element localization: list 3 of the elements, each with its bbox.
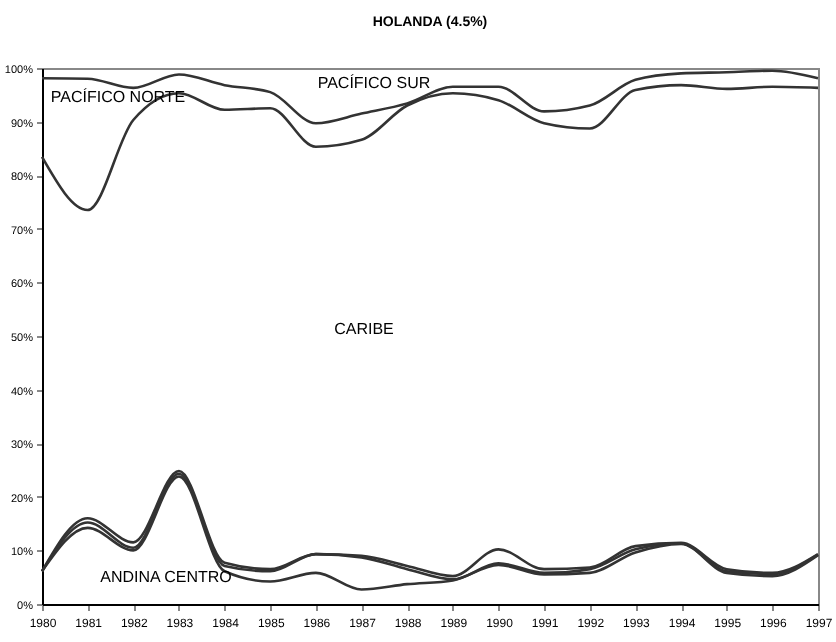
annotation: ANDINA CENTRO [100,568,232,586]
annotation: PACÍFICO SUR [317,74,431,92]
annotation: CARIBE [334,320,394,338]
